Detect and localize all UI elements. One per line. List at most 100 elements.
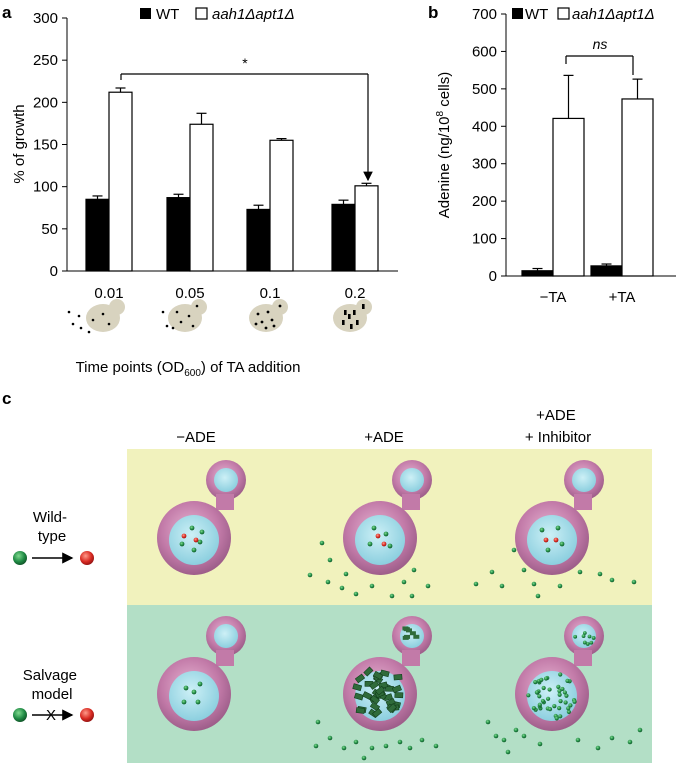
extracellular-adenine-dot xyxy=(401,579,407,585)
extracellular-adenine-dot xyxy=(485,719,491,725)
adenine-dot xyxy=(367,541,373,547)
panel-b-label: b xyxy=(428,3,438,22)
adenine-dot xyxy=(540,698,546,704)
extracellular-adenine-dot xyxy=(597,571,603,577)
y-tick-label: 300 xyxy=(33,10,58,27)
panel-a: a WT aah1Δapt1Δ 0 50 100 150 200 250 300 % of … xyxy=(2,3,398,379)
extracellular-adenine-dot xyxy=(383,743,389,749)
category-label: 0.01 xyxy=(94,285,123,302)
adenine-dot xyxy=(197,681,203,687)
adenine-dot xyxy=(564,693,569,698)
blocked-conversion-mark: X xyxy=(46,707,56,724)
adenine-dot xyxy=(558,699,563,704)
extracellular-adenine-dot xyxy=(307,572,313,578)
adenine-dot xyxy=(556,684,561,689)
extracellular-adenine-dot xyxy=(531,581,537,587)
legend-a-mutant-label: aah1Δapt1Δ xyxy=(212,6,295,23)
adenine-dot xyxy=(562,690,567,695)
cell-neck xyxy=(574,650,592,666)
adenine-dot xyxy=(566,709,571,715)
extracellular-adenine-dot xyxy=(521,733,527,739)
bar-wt xyxy=(166,197,191,272)
y-tick-label: 500 xyxy=(472,81,497,98)
adenine-dot xyxy=(558,714,563,719)
extracellular-adenine-dot xyxy=(397,739,403,745)
bar-wt xyxy=(521,270,554,277)
bars-a xyxy=(85,87,379,272)
adenine-dot xyxy=(533,680,538,685)
row-label-wildtype: Wild- type xyxy=(33,509,71,545)
adenine-dot xyxy=(555,525,561,531)
extracellular-adenine-dot xyxy=(535,593,541,599)
extracellular-adenine-dot xyxy=(609,577,615,583)
row-label-salvage: Salvage model xyxy=(23,667,81,703)
extracellular-adenine-dot xyxy=(389,593,395,599)
extracellular-adenine-dot xyxy=(627,739,633,745)
extracellular-adenine-dot xyxy=(339,585,345,591)
adenine-dot xyxy=(197,539,203,545)
cell-wildtype-plus-ade-inhibitor xyxy=(473,460,637,599)
extracellular-adenine-dot xyxy=(609,735,615,741)
adenine-dot xyxy=(572,699,577,704)
category-label: 0.05 xyxy=(175,285,204,302)
extracellular-adenine-dot xyxy=(537,741,543,747)
y-ticks-a: 0 50 100 150 200 250 300 xyxy=(33,10,67,280)
extracellular-adenine-dot xyxy=(513,727,519,733)
yeast-icon-0.1 xyxy=(249,299,288,332)
adenine-dot xyxy=(191,547,197,553)
extracellular-adenine-dot xyxy=(505,749,511,755)
adenine-dot xyxy=(557,688,562,694)
bar-mutant xyxy=(552,117,585,277)
adenine-dot xyxy=(581,634,586,639)
adenine-dot xyxy=(547,707,553,712)
adenine-crystal xyxy=(369,680,380,690)
cell-wildtype-plus-ade xyxy=(307,460,432,599)
product-dot xyxy=(181,533,187,539)
adenine-dot xyxy=(582,640,587,645)
x-axis-label-a: Time points (OD600) of TA addition xyxy=(76,359,301,379)
categories-a: 0.01 0.05 0.1 0.2 xyxy=(94,285,365,302)
adenine-dot xyxy=(589,640,594,645)
adenine-crystal xyxy=(394,692,404,699)
adenine-crystal xyxy=(393,674,403,681)
bar-wt xyxy=(331,203,356,272)
legend-b-wt-swatch xyxy=(512,8,523,19)
adenine-dot xyxy=(526,693,531,698)
product-dot xyxy=(381,541,387,547)
cell-neck xyxy=(216,494,234,510)
extracellular-adenine-dot xyxy=(369,583,375,589)
bud-interior xyxy=(572,468,596,492)
bud-interior xyxy=(214,624,238,648)
significance-bracket-b: ns xyxy=(565,36,634,75)
adenine-crystal xyxy=(375,685,386,696)
extracellular-adenine-dot xyxy=(341,745,347,751)
extracellular-adenine-dot xyxy=(319,540,325,546)
category-label: −TA xyxy=(540,289,567,306)
extracellular-adenine-dot xyxy=(577,569,583,575)
extracellular-adenine-dot xyxy=(315,719,321,725)
extracellular-adenine-dot xyxy=(353,591,359,597)
cell-neck xyxy=(402,494,420,510)
y-tick-label: 0 xyxy=(489,268,497,285)
adenine-crystal xyxy=(372,708,383,718)
y-tick-label: 400 xyxy=(472,118,497,135)
bud-interior xyxy=(214,468,238,492)
adenine-dot xyxy=(557,706,562,711)
yeast-icon-row xyxy=(67,299,372,334)
extracellular-adenine-dot xyxy=(499,583,505,589)
extracellular-adenine-dot xyxy=(501,737,507,743)
adenine-dot xyxy=(552,704,557,709)
y-tick-label: 250 xyxy=(33,52,58,69)
extracellular-adenine-dot xyxy=(557,583,563,589)
adenine-dot xyxy=(554,716,559,721)
bar-mutant xyxy=(354,185,379,272)
category-label: +TA xyxy=(609,289,636,306)
legend-b-mutant-swatch xyxy=(557,7,570,20)
cell-salvage-minus-ade xyxy=(157,616,246,731)
adenine-dot xyxy=(563,700,568,705)
adenine-crystal xyxy=(352,683,363,692)
cell-salvage-plus-ade-inhibitor xyxy=(485,616,643,755)
extracellular-adenine-dot xyxy=(511,547,517,553)
adenine-dot xyxy=(557,692,562,697)
extracellular-adenine-dot xyxy=(631,579,637,585)
